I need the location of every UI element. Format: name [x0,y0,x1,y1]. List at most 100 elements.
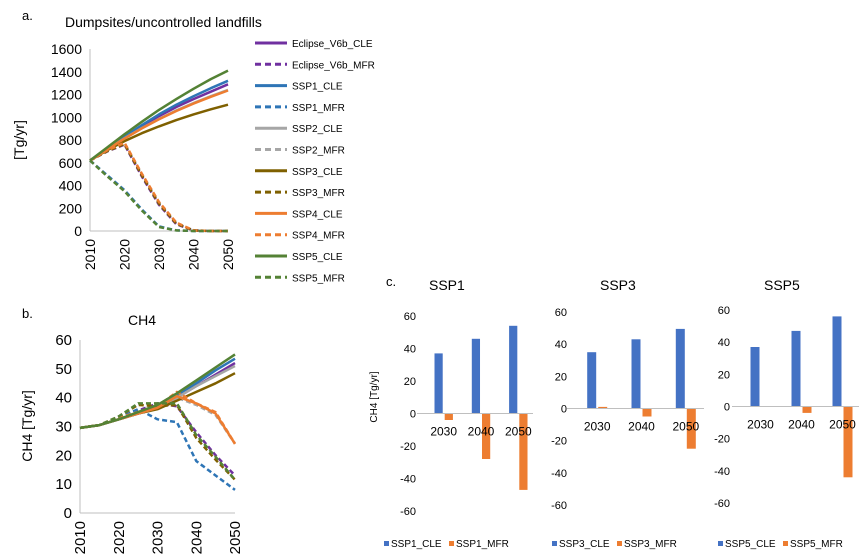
panel-b-y-tick-label: 60 [55,332,72,349]
panel-c-y-tick-label: 40 [404,344,416,356]
panel-b-ylabel: CH4 [Tg/yr] [19,390,35,462]
panel-a-series-line [89,142,228,233]
panel-b-y-tick-label: 50 [55,361,72,378]
bar-cle [471,338,481,414]
panel-c-y-tick-label: 0 [724,402,730,414]
legend-entry-label: SSP1_CLE [292,82,343,93]
bar-mfr [686,408,696,449]
panel-b-x-tick-label: 2020 [111,521,128,554]
bar-mfr [642,408,652,417]
panel-c-group-title: SSP3 [600,277,636,293]
bar-cle [750,347,760,407]
panel-c-y-tick-label: -40 [400,474,416,486]
panel-b-y-ticks: 0 10 20 30 40 50 60 [55,332,235,522]
panel-c-y-tick-label: 20 [555,371,567,383]
panel-b-x-tick-label: 2050 [227,521,244,554]
panel-b-series-line [79,390,237,445]
legend-entry-label: SSP3_CLE [292,167,343,178]
bar-cle [509,325,518,414]
panel-b-y-tick-label: 40 [55,390,72,407]
bar-mfr [598,406,608,409]
panel-c-y-tick-label: 0 [561,404,567,416]
panel-a-y-tick-label: 0 [74,223,82,239]
panel-c-y-tick-label: 20 [718,369,730,381]
panel-c-group-title: SSP5 [764,277,800,293]
panel-c-y-tick-label: -20 [551,436,567,448]
panel-c-category-label: 2050 [505,425,532,439]
legend-entry-label: SSP4_MFR [292,231,345,242]
panel-c-category-label: 2050 [829,418,856,432]
panel-a-y-tick-label: 600 [59,155,83,171]
panel-c-category-label: 2030 [747,418,774,432]
panel-a-series-line [89,159,228,233]
panel-a-lines [89,69,229,233]
panel-a-y-ticks: 0 200 400 600 800 1000 1200 1400 1600 [51,41,228,239]
panel-c-y-tick-label: 60 [404,311,416,323]
panel-c-y-tick-label: 0 [410,409,416,421]
legend-swatch-cle [552,541,557,546]
bar-cle [832,316,842,407]
panel-b-y-tick-label: 20 [55,447,72,464]
panel-a-y-tick-label: 1200 [51,87,82,103]
bar-mfr [802,406,812,413]
bar-cle [587,352,597,409]
legend-entry-label: SSP5_MFR [292,273,345,284]
panel-c-y-tick-label: -20 [714,434,730,446]
panel-b-label: b. [22,306,33,321]
bar-cle [434,353,443,414]
panel-c-category-label: 2050 [672,420,699,434]
bar-cle [791,330,801,407]
bar-mfr [482,413,491,459]
legend-entry-label: Eclipse_V6b_CLE [292,39,373,50]
panel-a-series-line [89,89,229,162]
panel-c-category-label: 2030 [430,425,457,439]
panel-a-y-tick-label: 1400 [51,64,82,80]
bar-cle [675,328,685,409]
legend-entry-label: SSP2_CLE [292,124,343,135]
panel-c-y-tick-label: 20 [404,376,416,388]
panel-b-x-tick-label: 2040 [188,521,205,554]
bar-mfr [843,406,853,478]
panel-a-x-tick-label: 2010 [82,239,98,270]
panel-a: a. Dumpsites/uncontrolled landfills [Tg/… [11,8,375,284]
legend-entry-label: SSP4_CLE [292,209,343,220]
panel-a-series-line [89,141,228,233]
legend-label-cle: SSP3_CLE [559,539,610,550]
panel-c-category-label: 2030 [584,420,611,434]
panel-c-category-label: 2040 [788,418,815,432]
panel-a-legend: Eclipse_V6b_CLE Eclipse_V6b_MFR SSP1_CLE SS… [255,39,375,284]
panel-a-y-tick-label: 800 [59,132,83,148]
panel-c-category-label: 2040 [628,420,655,434]
panel-c-ylabel: CH4 [Tg/yr] [369,371,380,422]
panel-a-label: a. [22,8,33,23]
bar-cle [631,339,641,409]
panel-c-y-tick-label: -60 [400,506,416,518]
panel-a-x-tick-label: 2040 [186,239,202,270]
legend-label-mfr: SSP1_MFR [456,539,509,550]
legend-label-cle: SSP5_CLE [725,539,776,550]
panel-a-series-line [89,143,228,233]
panel-c-y-tick-label: 40 [555,339,567,351]
panel-a-ylabel: [Tg/yr] [11,120,27,160]
panel-a-x-tick-label: 2020 [117,239,133,270]
legend-entry-label: SSP1_MFR [292,103,345,114]
panel-c-y-tick-label: 40 [718,337,730,349]
legend-entry-label: SSP2_MFR [292,146,345,157]
panel-a-y-tick-label: 200 [59,200,83,216]
panel-a-y-tick-label: 1600 [51,41,82,57]
panel-b-y-tick-label: 10 [55,476,72,493]
panel-b-series-line [79,402,236,481]
legend-swatch-mfr [783,541,788,546]
legend-entry-label: SSP3_MFR [292,188,345,199]
legend-swatch-mfr [449,541,454,546]
panel-a-series-line [89,69,229,162]
panel-b-x-ticks: 2010 2020 2030 2040 2050 [72,521,244,554]
legend-label-cle: SSP1_CLE [391,539,442,550]
panel-c-label: c. [386,274,396,289]
legend-label-mfr: SSP5_MFR [790,539,843,550]
legend-swatch-cle [718,541,723,546]
